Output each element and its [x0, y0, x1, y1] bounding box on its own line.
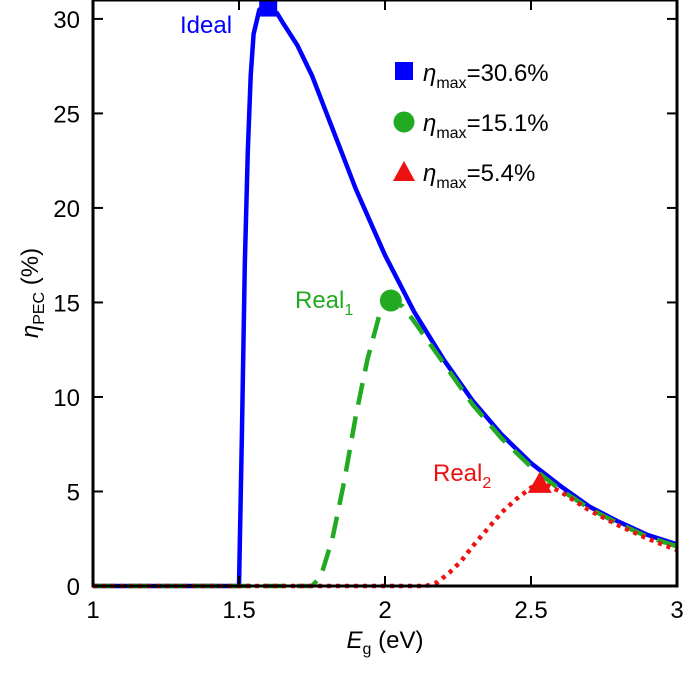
legend-square-icon — [395, 62, 413, 80]
series-label-real2: Real2 — [433, 460, 491, 492]
legend-entry-1: ηmax=30.6% — [423, 60, 549, 92]
legend-entry-3: ηmax=5.4% — [423, 160, 535, 192]
y-tick-label: 15 — [53, 290, 80, 317]
y-tick-label: 5 — [67, 479, 80, 506]
max-marker-1 — [259, 0, 278, 17]
legend-triangle-icon — [393, 161, 415, 181]
series-label-ideal: Ideal — [180, 12, 232, 39]
y-tick-label: 0 — [67, 574, 80, 601]
series-line-1 — [93, 5, 678, 589]
y-axis-label: ηPEC (%) — [17, 248, 48, 338]
y-tick-label: 10 — [53, 385, 80, 412]
legend-entry-2: ηmax=15.1% — [423, 110, 549, 142]
x-tick-label: 3 — [670, 597, 683, 624]
series-label-real1: Real1 — [295, 287, 353, 319]
legend: ηmax=30.6% ηmax=15.1% ηmax=5.4% — [393, 60, 549, 192]
max-marker-3 — [527, 471, 552, 493]
legend-circle-icon — [393, 111, 415, 133]
y-tick-label: 25 — [53, 101, 80, 128]
plot-lines — [93, 5, 678, 589]
y-tick-label: 20 — [53, 196, 80, 223]
x-tick-label: 2 — [378, 597, 391, 624]
series-line-3 — [93, 481, 678, 589]
y-axis-ticks: 0 5 10 15 20 25 30 — [53, 7, 677, 601]
x-tick-label: 1.5 — [222, 597, 255, 624]
x-tick-label: 2.5 — [514, 597, 547, 624]
max-marker-2 — [379, 289, 402, 312]
x-axis-label: Eg (eV) — [347, 627, 424, 658]
y-tick-label: 30 — [53, 7, 80, 34]
x-tick-label: 1 — [86, 597, 99, 624]
series-line-2 — [93, 298, 678, 589]
x-axis-ticks: 1 1.5 2 2.5 3 — [86, 0, 684, 624]
max-markers — [259, 0, 552, 493]
